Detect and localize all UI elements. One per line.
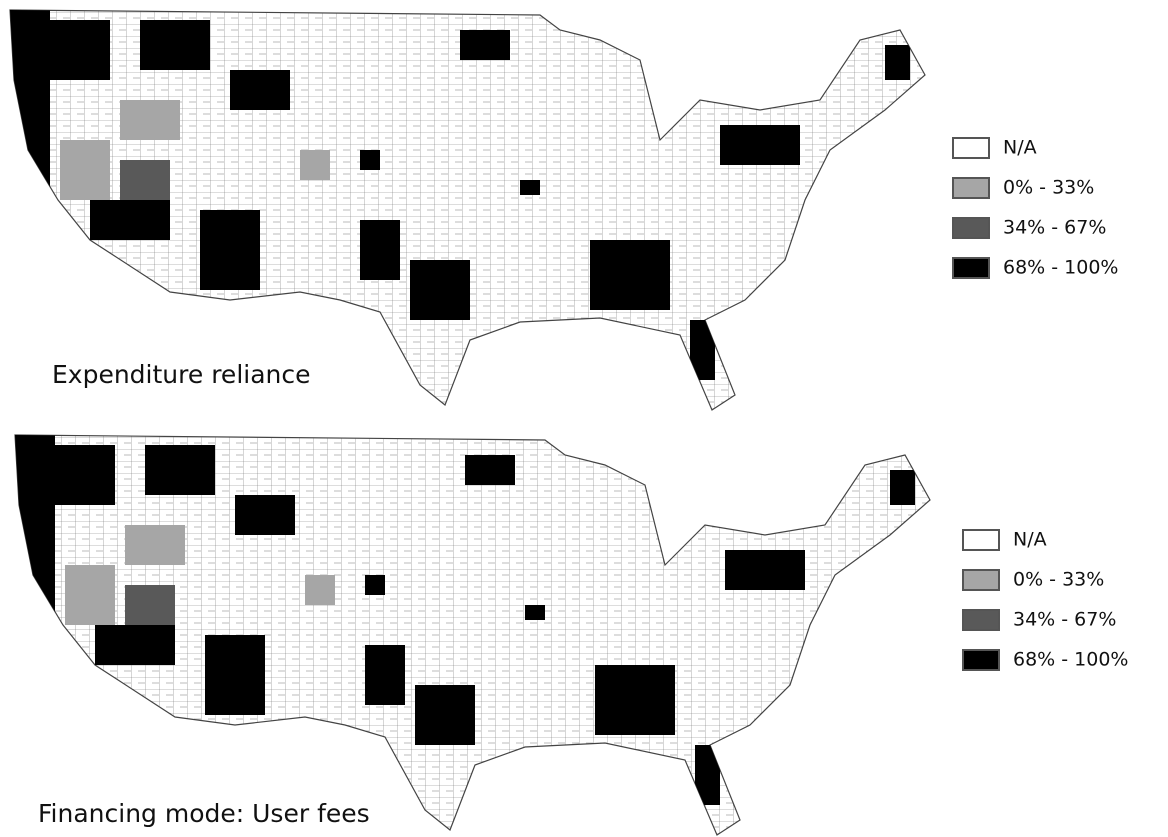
legend-label: N/A bbox=[1003, 137, 1037, 159]
legend-label: 68% - 100% bbox=[1013, 649, 1128, 671]
map-title: Expenditure reliance bbox=[52, 360, 311, 389]
map-title: Financing mode: User fees bbox=[38, 799, 370, 828]
legend-swatch bbox=[952, 217, 990, 239]
map-bottom bbox=[14, 434, 931, 836]
legend-label: 0% - 33% bbox=[1013, 569, 1104, 591]
legend-swatch bbox=[952, 177, 990, 199]
legend-label: 0% - 33% bbox=[1003, 177, 1094, 199]
legend-swatch bbox=[962, 569, 1000, 591]
legend-label: 34% - 67% bbox=[1003, 217, 1106, 239]
legend-swatch bbox=[952, 257, 990, 279]
legend-label: N/A bbox=[1013, 529, 1047, 551]
legend-swatch bbox=[962, 649, 1000, 671]
legend-label: 68% - 100% bbox=[1003, 257, 1118, 279]
legend-label: 34% - 67% bbox=[1013, 609, 1116, 631]
legend-swatch bbox=[952, 137, 990, 159]
legend-swatch bbox=[962, 529, 1000, 551]
map-top bbox=[9, 9, 926, 411]
legend-swatch bbox=[962, 609, 1000, 631]
